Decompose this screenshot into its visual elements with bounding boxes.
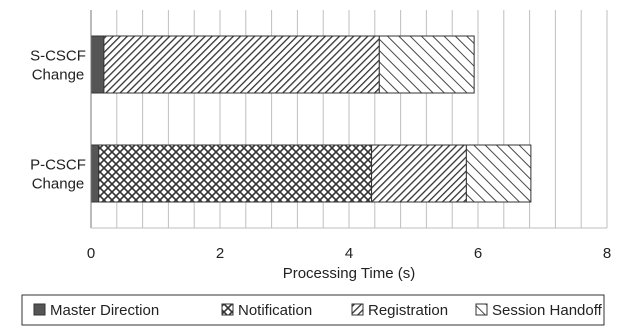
bar-session-handoff-s-cscf-change bbox=[378, 35, 475, 94]
x-tick-label: 8 bbox=[603, 245, 611, 262]
legend-swatch-session-handoff bbox=[475, 303, 488, 316]
legend-label-session-handoff: Session Handoff bbox=[492, 302, 603, 319]
legend-box bbox=[21, 294, 605, 326]
legend-swatch-notification bbox=[221, 303, 234, 316]
axes bbox=[90, 10, 607, 229]
category-label: P-CSCF Change bbox=[30, 157, 86, 193]
bar-registration-s-cscf-change bbox=[103, 35, 380, 94]
legend-label-registration: Registration bbox=[368, 302, 448, 319]
bar-notification-p-cscf-change bbox=[98, 144, 373, 203]
labels: 0 2 4 6 8 Processing Time (s) S-CSCF Change P-CS… bbox=[30, 48, 611, 283]
legend: Master Direction Notification Registration… bbox=[21, 294, 605, 326]
bars bbox=[90, 35, 532, 203]
bar-session-handoff-p-cscf-change bbox=[465, 144, 532, 203]
x-tick-label: 6 bbox=[474, 245, 482, 262]
x-tick-label: 4 bbox=[345, 245, 353, 262]
bar-master-direction-s-cscf-change bbox=[90, 35, 105, 94]
legend-label-notification: Notification bbox=[238, 302, 312, 319]
legend-swatch-master-direction bbox=[33, 303, 46, 316]
category-label: S-CSCF Change bbox=[30, 48, 86, 84]
x-axis-title: Processing Time (s) bbox=[283, 265, 416, 282]
bar-registration-p-cscf-change bbox=[371, 144, 467, 203]
x-tick-label: 0 bbox=[87, 245, 95, 262]
x-tick-label: 2 bbox=[216, 245, 224, 262]
legend-swatch-registration bbox=[351, 303, 364, 316]
legend-label-master-direction: Master Direction bbox=[50, 302, 159, 319]
bar-master-direction-p-cscf-change bbox=[90, 144, 100, 203]
